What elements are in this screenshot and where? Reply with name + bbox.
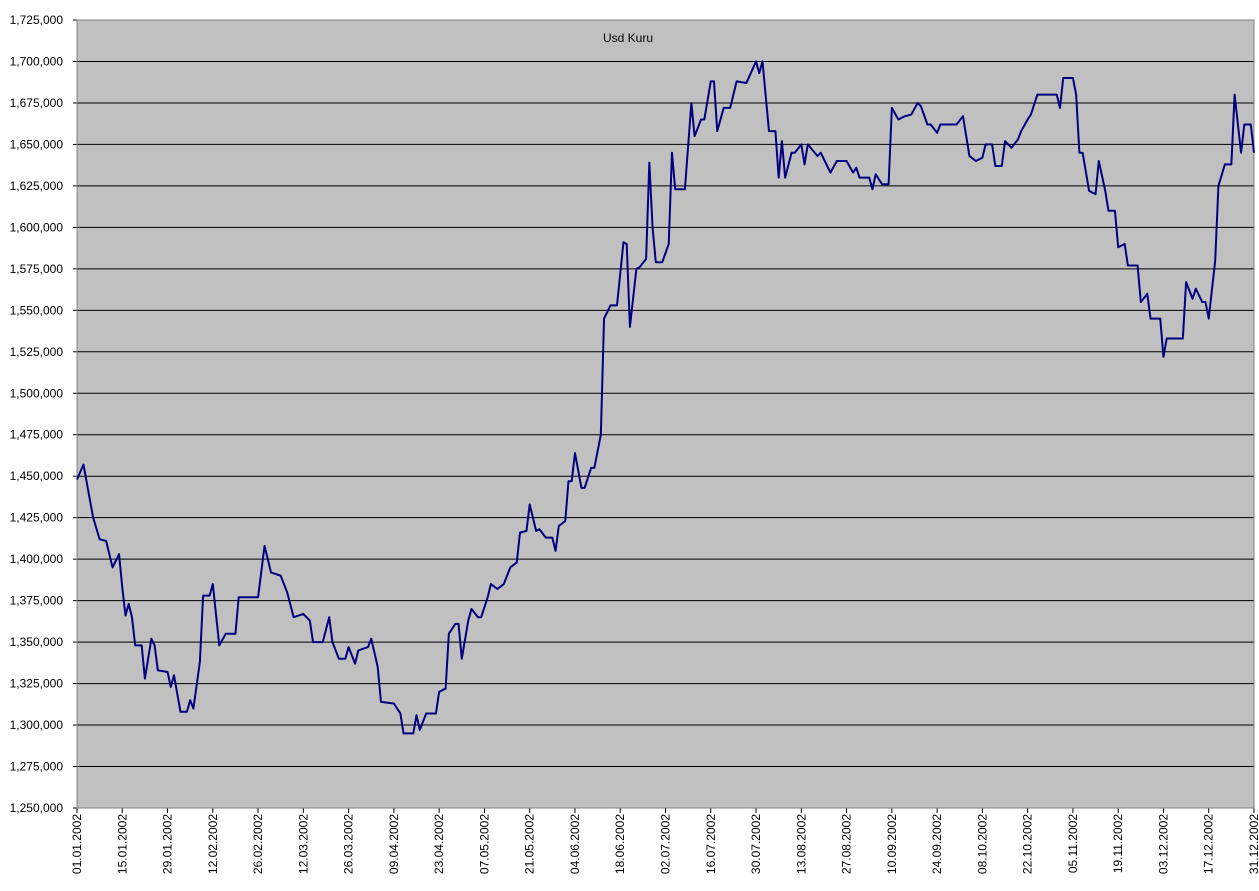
y-tick-label: 1,250,000	[10, 801, 64, 815]
x-tick-label: 17.12.2002	[1202, 814, 1216, 874]
x-tick-label: 19.11.2002	[1111, 814, 1125, 873]
x-tick-label: 31.12.2002	[1247, 814, 1259, 874]
x-tick-label: 26.02.2002	[251, 814, 265, 874]
y-tick-label: 1,525,000	[10, 345, 64, 359]
x-tick-label: 04.06.2002	[568, 814, 582, 874]
y-tick-label: 1,575,000	[10, 262, 64, 276]
y-tick-label: 1,550,000	[10, 303, 64, 317]
x-tick-label: 10.09.2002	[885, 814, 899, 874]
y-tick-label: 1,500,000	[10, 386, 64, 400]
x-tick-label: 23.04.2002	[432, 814, 446, 874]
y-tick-label: 1,400,000	[10, 552, 64, 566]
x-tick-label: 21.05.2002	[523, 814, 537, 874]
y-tick-label: 1,650,000	[10, 137, 64, 151]
x-tick-label: 22.10.2002	[1021, 814, 1035, 874]
y-tick-label: 1,350,000	[10, 635, 64, 649]
line-series	[76, 60, 1255, 735]
x-tick-label: 02.07.2002	[659, 814, 673, 874]
y-tick-label: 1,275,000	[10, 760, 64, 774]
y-tick-label: 1,625,000	[10, 179, 64, 193]
x-tick-label: 01.01.2002	[70, 814, 84, 874]
y-tick-label: 1,300,000	[10, 718, 64, 732]
x-tick-label: 15.01.2002	[115, 814, 129, 874]
x-tick-label: 24.09.2002	[930, 814, 944, 874]
y-tick-label: 1,375,000	[10, 594, 64, 608]
y-tick-label: 1,450,000	[10, 469, 64, 483]
plot-border	[76, 19, 1255, 809]
x-tick-label: 18.06.2002	[613, 814, 627, 874]
x-tick-label: 08.10.2002	[975, 814, 989, 874]
x-tick-label: 12.03.2002	[296, 814, 310, 874]
x-tick-label: 09.04.2002	[387, 814, 401, 874]
x-tick-label: 27.08.2002	[840, 814, 854, 874]
x-tick-label: 12.02.2002	[206, 814, 220, 874]
y-tick-label: 1,600,000	[10, 220, 64, 234]
x-tick-label: 03.12.2002	[1156, 814, 1170, 874]
plot-area	[77, 20, 1254, 808]
y-tick-label: 1,475,000	[10, 428, 64, 442]
x-tick-label: 16.07.2002	[704, 814, 718, 874]
x-tick-label: 29.01.2002	[161, 814, 175, 874]
y-tick-label: 1,700,000	[10, 54, 64, 68]
chart-title: Usd Kuru	[603, 31, 653, 45]
x-tick-label: 07.05.2002	[477, 814, 491, 874]
y-tick-label: 1,725,000	[10, 13, 64, 27]
x-tick-label: 05.11.2002	[1066, 814, 1080, 873]
y-tick-label: 1,425,000	[10, 511, 64, 525]
x-tick-label: 13.08.2002	[794, 814, 808, 874]
y-tick-label: 1,325,000	[10, 677, 64, 691]
y-tick-label: 1,675,000	[10, 96, 64, 110]
x-tick-label: 26.03.2002	[342, 814, 356, 874]
x-tick-label: 30.07.2002	[749, 814, 763, 874]
